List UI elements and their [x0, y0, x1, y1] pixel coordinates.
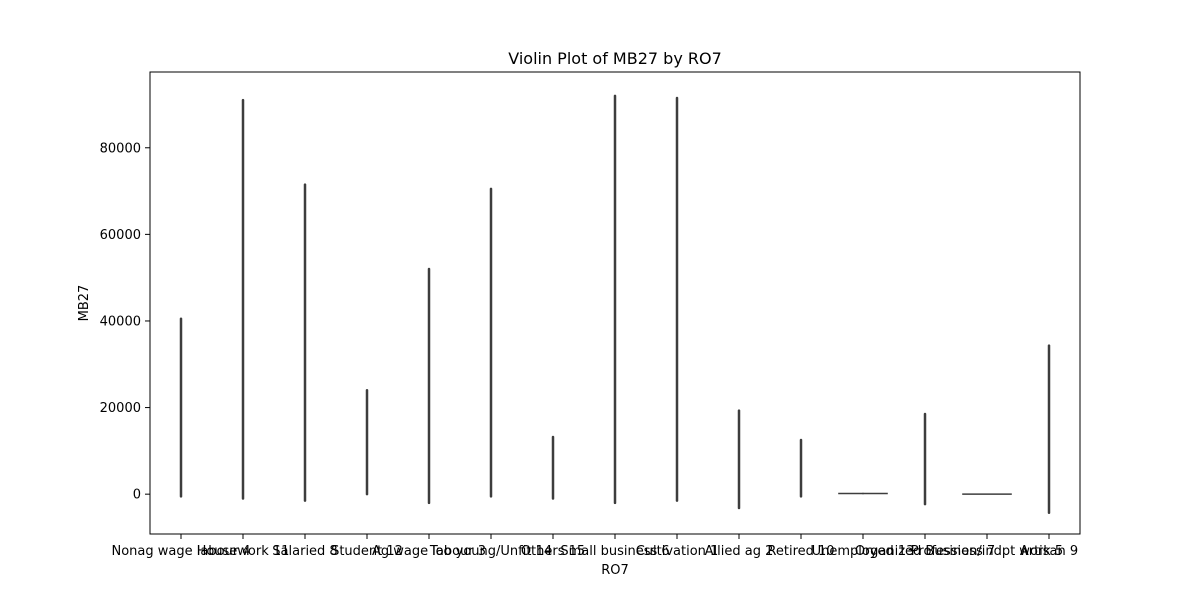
- x-tick-label: Profession/indpt work 5: [911, 544, 1063, 559]
- x-tick-label: Ag wage labour 3: [372, 544, 486, 559]
- y-tick-label: 80000: [100, 141, 141, 156]
- x-tick-label: Small business 6: [560, 544, 669, 559]
- y-tick-label: 0: [133, 488, 141, 503]
- x-tick-label: Allied ag 2: [705, 544, 774, 559]
- y-axis: 0 20000 40000 60000 80000: [100, 141, 150, 503]
- chart-title: Violin Plot of MB27 by RO7: [508, 49, 722, 68]
- x-tick-label: Others 15: [521, 544, 585, 559]
- x-tick-label: Artisan 9: [1020, 544, 1078, 559]
- x-tick-label: Cultivation 1: [636, 544, 719, 559]
- y-axis-label: MB27: [77, 285, 92, 322]
- x-axis-label: RO7: [601, 563, 629, 578]
- y-tick-label: 20000: [100, 401, 141, 416]
- y-tick-label: 60000: [100, 228, 141, 243]
- plot-area: [179, 94, 1051, 515]
- x-tick-label: Salaried 8: [272, 544, 337, 559]
- x-tick-label: Student 12: [331, 544, 403, 559]
- x-tick-label: Nonag wage labour 4: [111, 544, 250, 559]
- x-tick-label: Organized Business 7: [855, 544, 995, 559]
- x-tick-label: Unemployed 13: [812, 544, 915, 559]
- violin-12: [838, 492, 888, 495]
- y-tick-label: 40000: [100, 314, 141, 329]
- x-tick-label: Too young/Unfit 14: [429, 544, 552, 559]
- x-tick-label: Retired 10: [767, 544, 834, 559]
- x-tick-label: Housework 11: [197, 544, 290, 559]
